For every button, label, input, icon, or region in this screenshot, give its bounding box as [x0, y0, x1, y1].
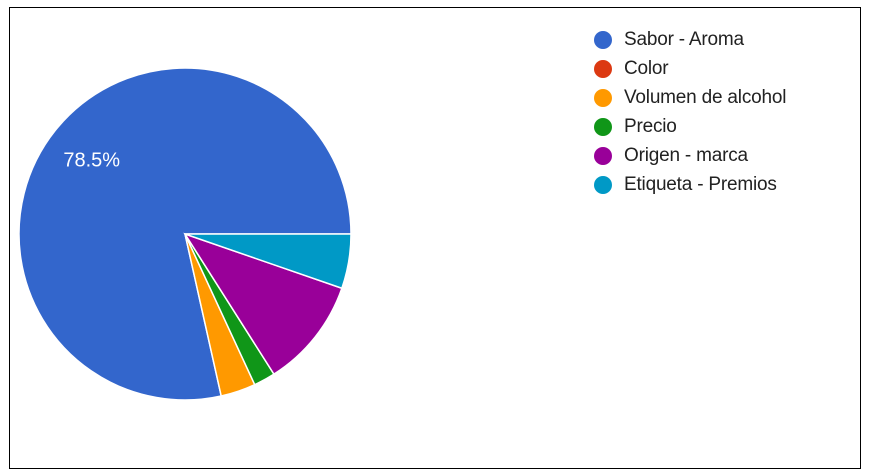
legend-label: Sabor - Aroma [624, 29, 744, 50]
legend-label: Volumen de alcohol [624, 87, 787, 108]
chart-legend: Sabor - Aroma Color Volumen de alcohol Prec… [594, 29, 786, 203]
legend-label: Color [624, 58, 669, 79]
legend-item-sabor-aroma: Sabor - Aroma [594, 29, 786, 51]
chart-frame: 78.5% Sabor - Aroma Color Volumen de alcoh… [9, 7, 861, 469]
legend-label: Origen - marca [624, 145, 748, 166]
legend-item-color: Color [594, 58, 786, 80]
legend-swatch [594, 176, 612, 194]
legend-item-origen-marca: Origen - marca [594, 145, 786, 167]
legend-swatch [594, 31, 612, 49]
legend-item-etiqueta-premios: Etiqueta - Premios [594, 174, 786, 196]
legend-swatch [594, 147, 612, 165]
legend-label: Etiqueta - Premios [624, 174, 777, 195]
slice-label: 78.5% [63, 149, 120, 171]
legend-label: Precio [624, 116, 677, 137]
legend-swatch [594, 60, 612, 78]
pie-chart: 78.5% [18, 67, 352, 401]
pie-slice-etiqueta-premios [184, 233, 352, 290]
legend-item-volumen-de-alcohol: Volumen de alcohol [594, 87, 786, 109]
legend-swatch [594, 89, 612, 107]
legend-item-precio: Precio [594, 116, 786, 138]
pie-slice-origen-marca [183, 232, 343, 376]
legend-swatch [594, 118, 612, 136]
